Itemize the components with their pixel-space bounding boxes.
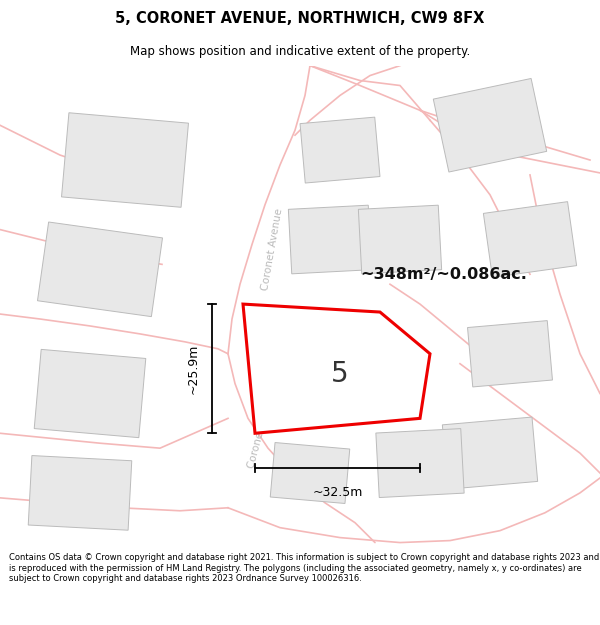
Polygon shape xyxy=(243,304,430,433)
Text: ~32.5m: ~32.5m xyxy=(313,486,362,499)
Text: 5, CORONET AVENUE, NORTHWICH, CW9 8FX: 5, CORONET AVENUE, NORTHWICH, CW9 8FX xyxy=(115,11,485,26)
Polygon shape xyxy=(442,417,538,489)
Polygon shape xyxy=(299,340,381,408)
Polygon shape xyxy=(289,205,371,274)
Text: 5: 5 xyxy=(331,359,349,388)
Polygon shape xyxy=(34,349,146,438)
Text: Map shows position and indicative extent of the property.: Map shows position and indicative extent… xyxy=(130,45,470,58)
Polygon shape xyxy=(467,321,553,387)
Text: Coronet Avenue: Coronet Avenue xyxy=(260,208,284,291)
Polygon shape xyxy=(270,442,350,504)
Polygon shape xyxy=(433,79,547,172)
Polygon shape xyxy=(62,112,188,208)
Polygon shape xyxy=(358,205,442,274)
Polygon shape xyxy=(300,117,380,183)
Text: Contains OS data © Crown copyright and database right 2021. This information is : Contains OS data © Crown copyright and d… xyxy=(9,553,599,583)
Polygon shape xyxy=(376,429,464,498)
Text: ~348m²/~0.086ac.: ~348m²/~0.086ac. xyxy=(360,267,527,282)
Polygon shape xyxy=(484,202,577,278)
Polygon shape xyxy=(37,222,163,317)
Text: ~25.9m: ~25.9m xyxy=(187,344,200,394)
Polygon shape xyxy=(28,456,132,530)
Text: Coronet Avenue: Coronet Avenue xyxy=(247,387,278,470)
